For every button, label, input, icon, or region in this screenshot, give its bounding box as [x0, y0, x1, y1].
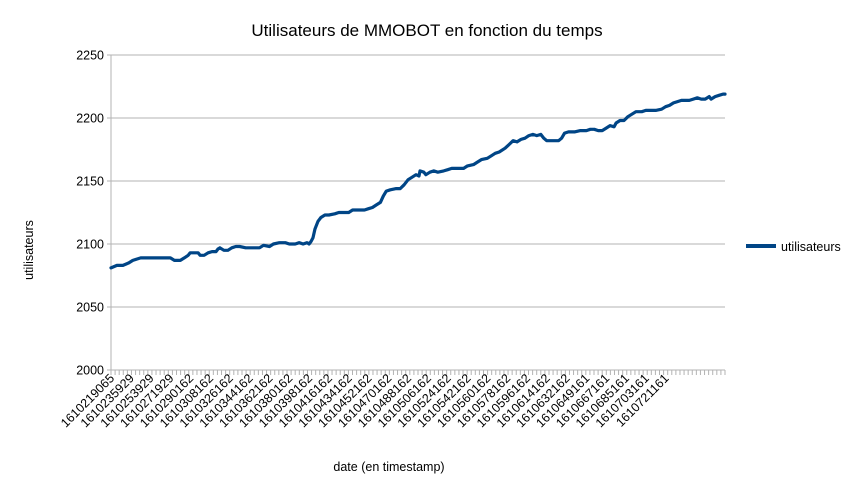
y-tick-label: 2200 [76, 112, 104, 126]
y-tick-labels: 2000 2050 2100 2150 2200 2250 [76, 49, 104, 378]
legend: utilisateurs [746, 240, 841, 254]
y-tick-label: 2150 [76, 175, 104, 189]
gridlines [111, 54, 725, 308]
y-axis-title: utilisateurs [22, 220, 36, 280]
axes [107, 54, 726, 375]
y-tick-label: 2250 [76, 49, 104, 63]
y-tick-label: 2050 [76, 301, 104, 315]
y-tick-label: 2100 [76, 238, 104, 252]
chart-title: Utilisateurs de MMOBOT en fonction du te… [251, 21, 602, 40]
legend-label-utilisateurs: utilisateurs [781, 240, 841, 254]
series-layer [109, 92, 727, 270]
y-tick-label: 2000 [76, 364, 104, 378]
x-axis-title: date (en timestamp) [333, 460, 444, 474]
x-tick-labels: 1610219065161023592916102539291610271929… [58, 371, 672, 430]
series-line-utilisateurs [109, 92, 727, 270]
